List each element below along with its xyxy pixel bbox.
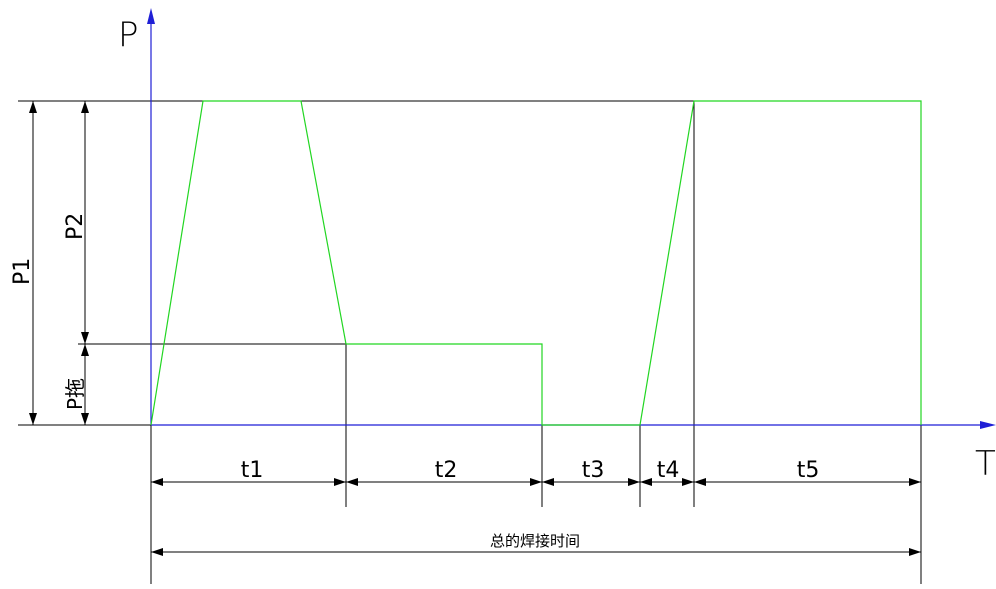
x-axis-label: T: [975, 444, 996, 484]
y-axis-label: P: [118, 15, 139, 55]
p-drag-label: P拖: [63, 378, 87, 410]
total-time-label: 总的焊接时间: [490, 532, 580, 550]
outline-lines: [18, 100, 922, 584]
t4-label: t4: [657, 458, 680, 483]
pressure-curve: [150, 100, 922, 426]
p1-label: P1: [10, 258, 35, 285]
t3-label: t3: [582, 458, 605, 483]
t5-label: t5: [797, 458, 820, 483]
t1-label: t1: [241, 458, 264, 483]
t2-label: t2: [435, 458, 458, 483]
y-axis-arrow: [147, 8, 155, 24]
vertical-dimensions: [29, 101, 89, 425]
axes: [147, 8, 996, 429]
x-axis-arrow: [980, 421, 996, 429]
p2-label: P2: [63, 213, 88, 240]
